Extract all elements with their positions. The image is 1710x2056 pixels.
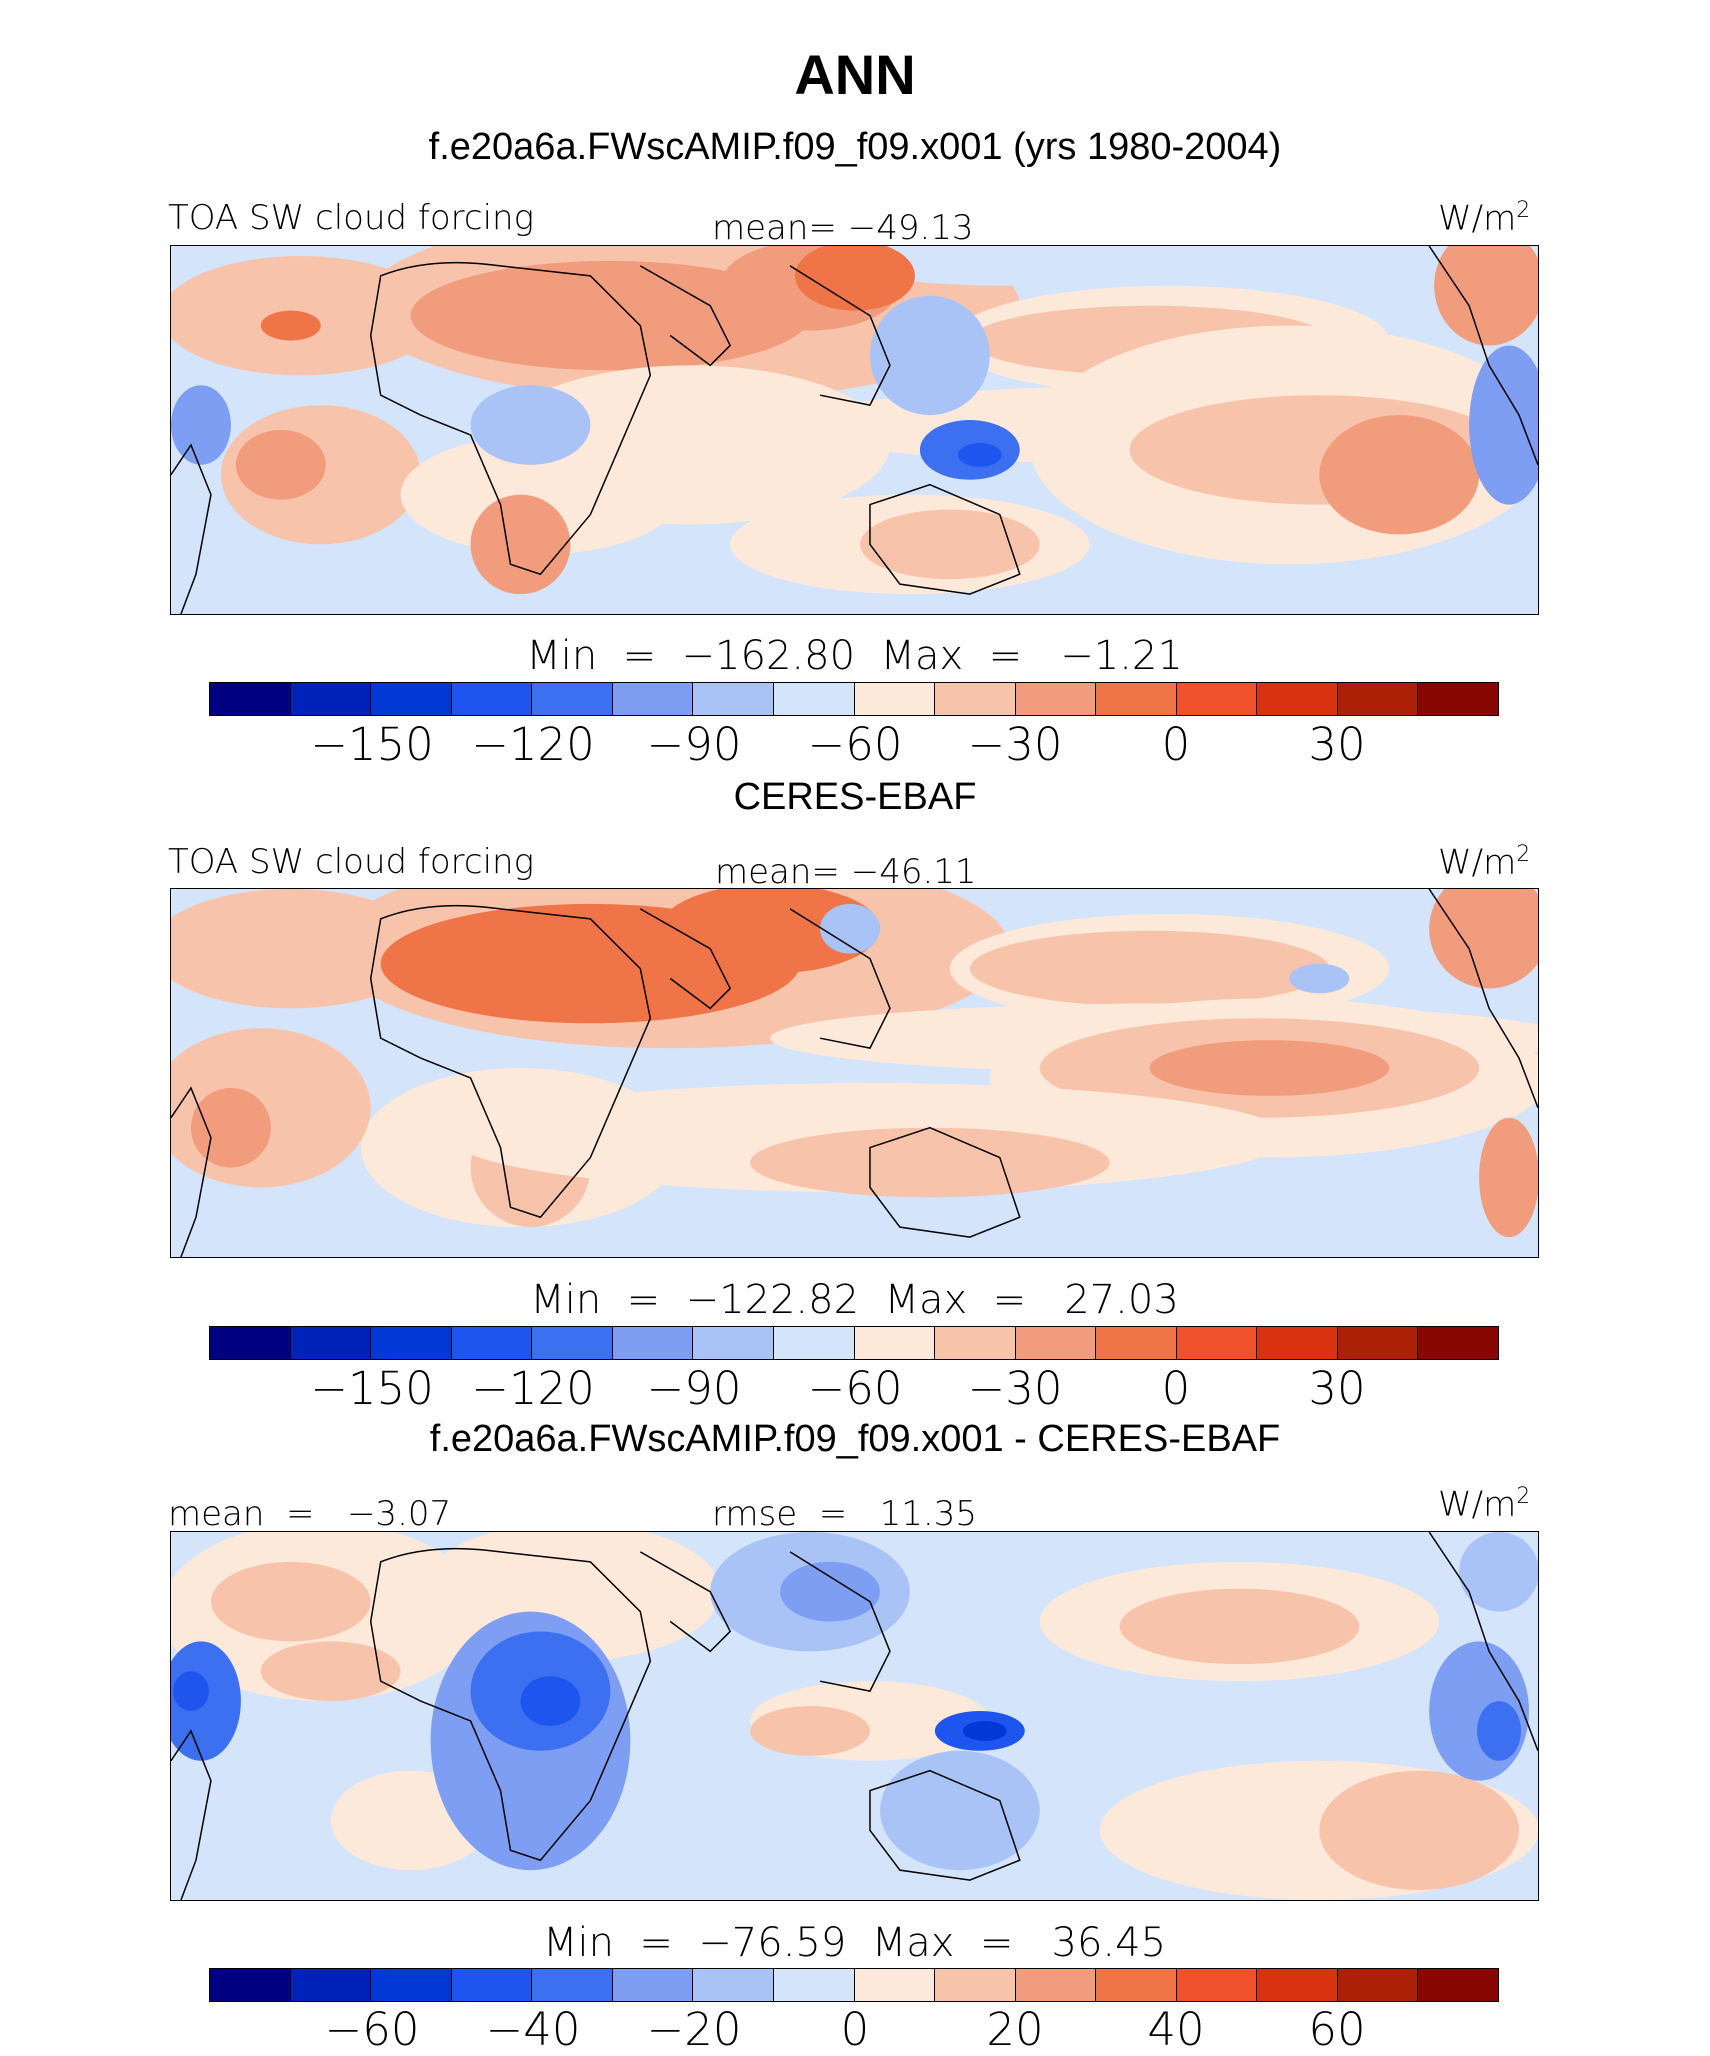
colorbar-box [371, 1969, 452, 2001]
colorbar-box [612, 1969, 694, 2001]
colorbar-box [451, 1327, 533, 1359]
colorbar-box [693, 1327, 774, 1359]
colorbar-box [1257, 683, 1338, 715]
colorbar-tick-label: 40 [1147, 2003, 1205, 2056]
colorbar-box [532, 1969, 613, 2001]
colorbar-box [1337, 1969, 1419, 2001]
colorbar-box [290, 683, 372, 715]
colorbar-box [854, 683, 936, 715]
colorbar-box [1176, 683, 1258, 715]
colorbar-tick-label: −40 [485, 2003, 581, 2056]
colorbar-box [371, 1327, 452, 1359]
colorbar-box [1015, 1969, 1097, 2001]
colorbar-box [1015, 1327, 1097, 1359]
colorbar-box [1418, 1327, 1498, 1359]
colorbar-box [210, 1969, 291, 2001]
test-case-title: f.e20a6a.FWscAMIP.f09_f09.x001 (yrs 1980… [428, 126, 1282, 168]
panel-obs-units: W/m2 [1438, 842, 1531, 883]
colorbar-tick-label: 30 [1308, 1362, 1366, 1415]
colorbar-tick-label: 0 [840, 2003, 870, 2056]
colorbar-box [854, 1969, 936, 2001]
colorbar-box [1015, 683, 1097, 715]
panel-test-variable: TOA SW cloud forcing [168, 198, 534, 238]
colorbar-box [210, 683, 291, 715]
colorbar-tick-label: 30 [1308, 718, 1366, 771]
colorbar-box [935, 1969, 1016, 2001]
colorbar-box [773, 1327, 855, 1359]
colorbar-box [935, 1327, 1016, 1359]
panel-obs-title: CERES-EBAF [733, 776, 977, 818]
panel-diff-colorbar [209, 1968, 1499, 2002]
colorbar-box [1176, 1969, 1258, 2001]
colorbar-tick-label: −20 [646, 2003, 742, 2056]
colorbar-box [451, 683, 533, 715]
panel-test-map [170, 245, 1539, 615]
colorbar-box [693, 1969, 774, 2001]
panel-obs-colorbar [209, 1326, 1499, 1360]
panel-obs-minmax: Min = −122.82 Max = 27.03 [530, 1277, 1179, 1323]
colorbar-box [935, 683, 1016, 715]
colorbar-tick-label: −90 [646, 1362, 742, 1415]
colorbar-box [1257, 1327, 1338, 1359]
panel-diff-title: f.e20a6a.FWscAMIP.f09_f09.x001 - CERES-E… [429, 1418, 1281, 1460]
colorbar-box [1337, 683, 1419, 715]
panel-obs-map [170, 888, 1539, 1258]
colorbar-box [451, 1969, 533, 2001]
colorbar-tick-label: −150 [310, 718, 434, 771]
colorbar-box [612, 1327, 694, 1359]
colorbar-box [693, 683, 774, 715]
colorbar-tick-label: −90 [646, 718, 742, 771]
panel-test-minmax: Min = −162.80 Max = −1.21 [526, 633, 1183, 679]
panel-obs-variable: TOA SW cloud forcing [168, 842, 534, 882]
colorbar-box [854, 1327, 936, 1359]
colorbar-box [1337, 1327, 1419, 1359]
colorbar-tick-label: −60 [324, 2003, 420, 2056]
colorbar-tick-label: −120 [471, 1362, 595, 1415]
colorbar-box [773, 683, 855, 715]
colorbar-box [1257, 1969, 1338, 2001]
colorbar-box [1096, 1327, 1177, 1359]
colorbar-tick-label: −30 [967, 718, 1063, 771]
colorbar-box [1418, 683, 1498, 715]
colorbar-tick-label: −120 [471, 718, 595, 771]
colorbar-tick-label: 0 [1161, 718, 1191, 771]
panel-diff-mean: mean = −3.07 [168, 1494, 452, 1534]
panel-diff-units: W/m2 [1438, 1484, 1531, 1525]
season-title: ANN [794, 43, 916, 106]
colorbar-box [1418, 1969, 1498, 2001]
colorbar-box [532, 1327, 613, 1359]
colorbar-box [612, 683, 694, 715]
colorbar-tick-label: 20 [986, 2003, 1044, 2056]
panel-diff-minmax: Min = −76.59 Max = 36.45 [542, 1920, 1167, 1966]
colorbar-box [773, 1969, 855, 2001]
colorbar-box [290, 1327, 372, 1359]
panel-obs-mean: mean= −46.11 [715, 852, 977, 892]
colorbar-box [210, 1327, 291, 1359]
colorbar-tick-label: −150 [310, 1362, 434, 1415]
colorbar-box [1096, 683, 1177, 715]
panel-test-colorbar [209, 682, 1499, 716]
colorbar-box [371, 683, 452, 715]
panel-diff-rmse: rmse = 11.35 [712, 1494, 977, 1534]
colorbar-tick-label: −60 [807, 718, 903, 771]
panel-diff-map [170, 1531, 1539, 1901]
colorbar-tick-label: 60 [1308, 2003, 1366, 2056]
panel-test-mean: mean= −49.13 [712, 208, 974, 248]
colorbar-box [1176, 1327, 1258, 1359]
colorbar-tick-label: −30 [967, 1362, 1063, 1415]
panel-test-units: W/m2 [1438, 198, 1531, 239]
colorbar-box [532, 683, 613, 715]
colorbar-box [290, 1969, 372, 2001]
colorbar-box [1096, 1969, 1177, 2001]
colorbar-tick-label: 0 [1161, 1362, 1191, 1415]
colorbar-tick-label: −60 [807, 1362, 903, 1415]
